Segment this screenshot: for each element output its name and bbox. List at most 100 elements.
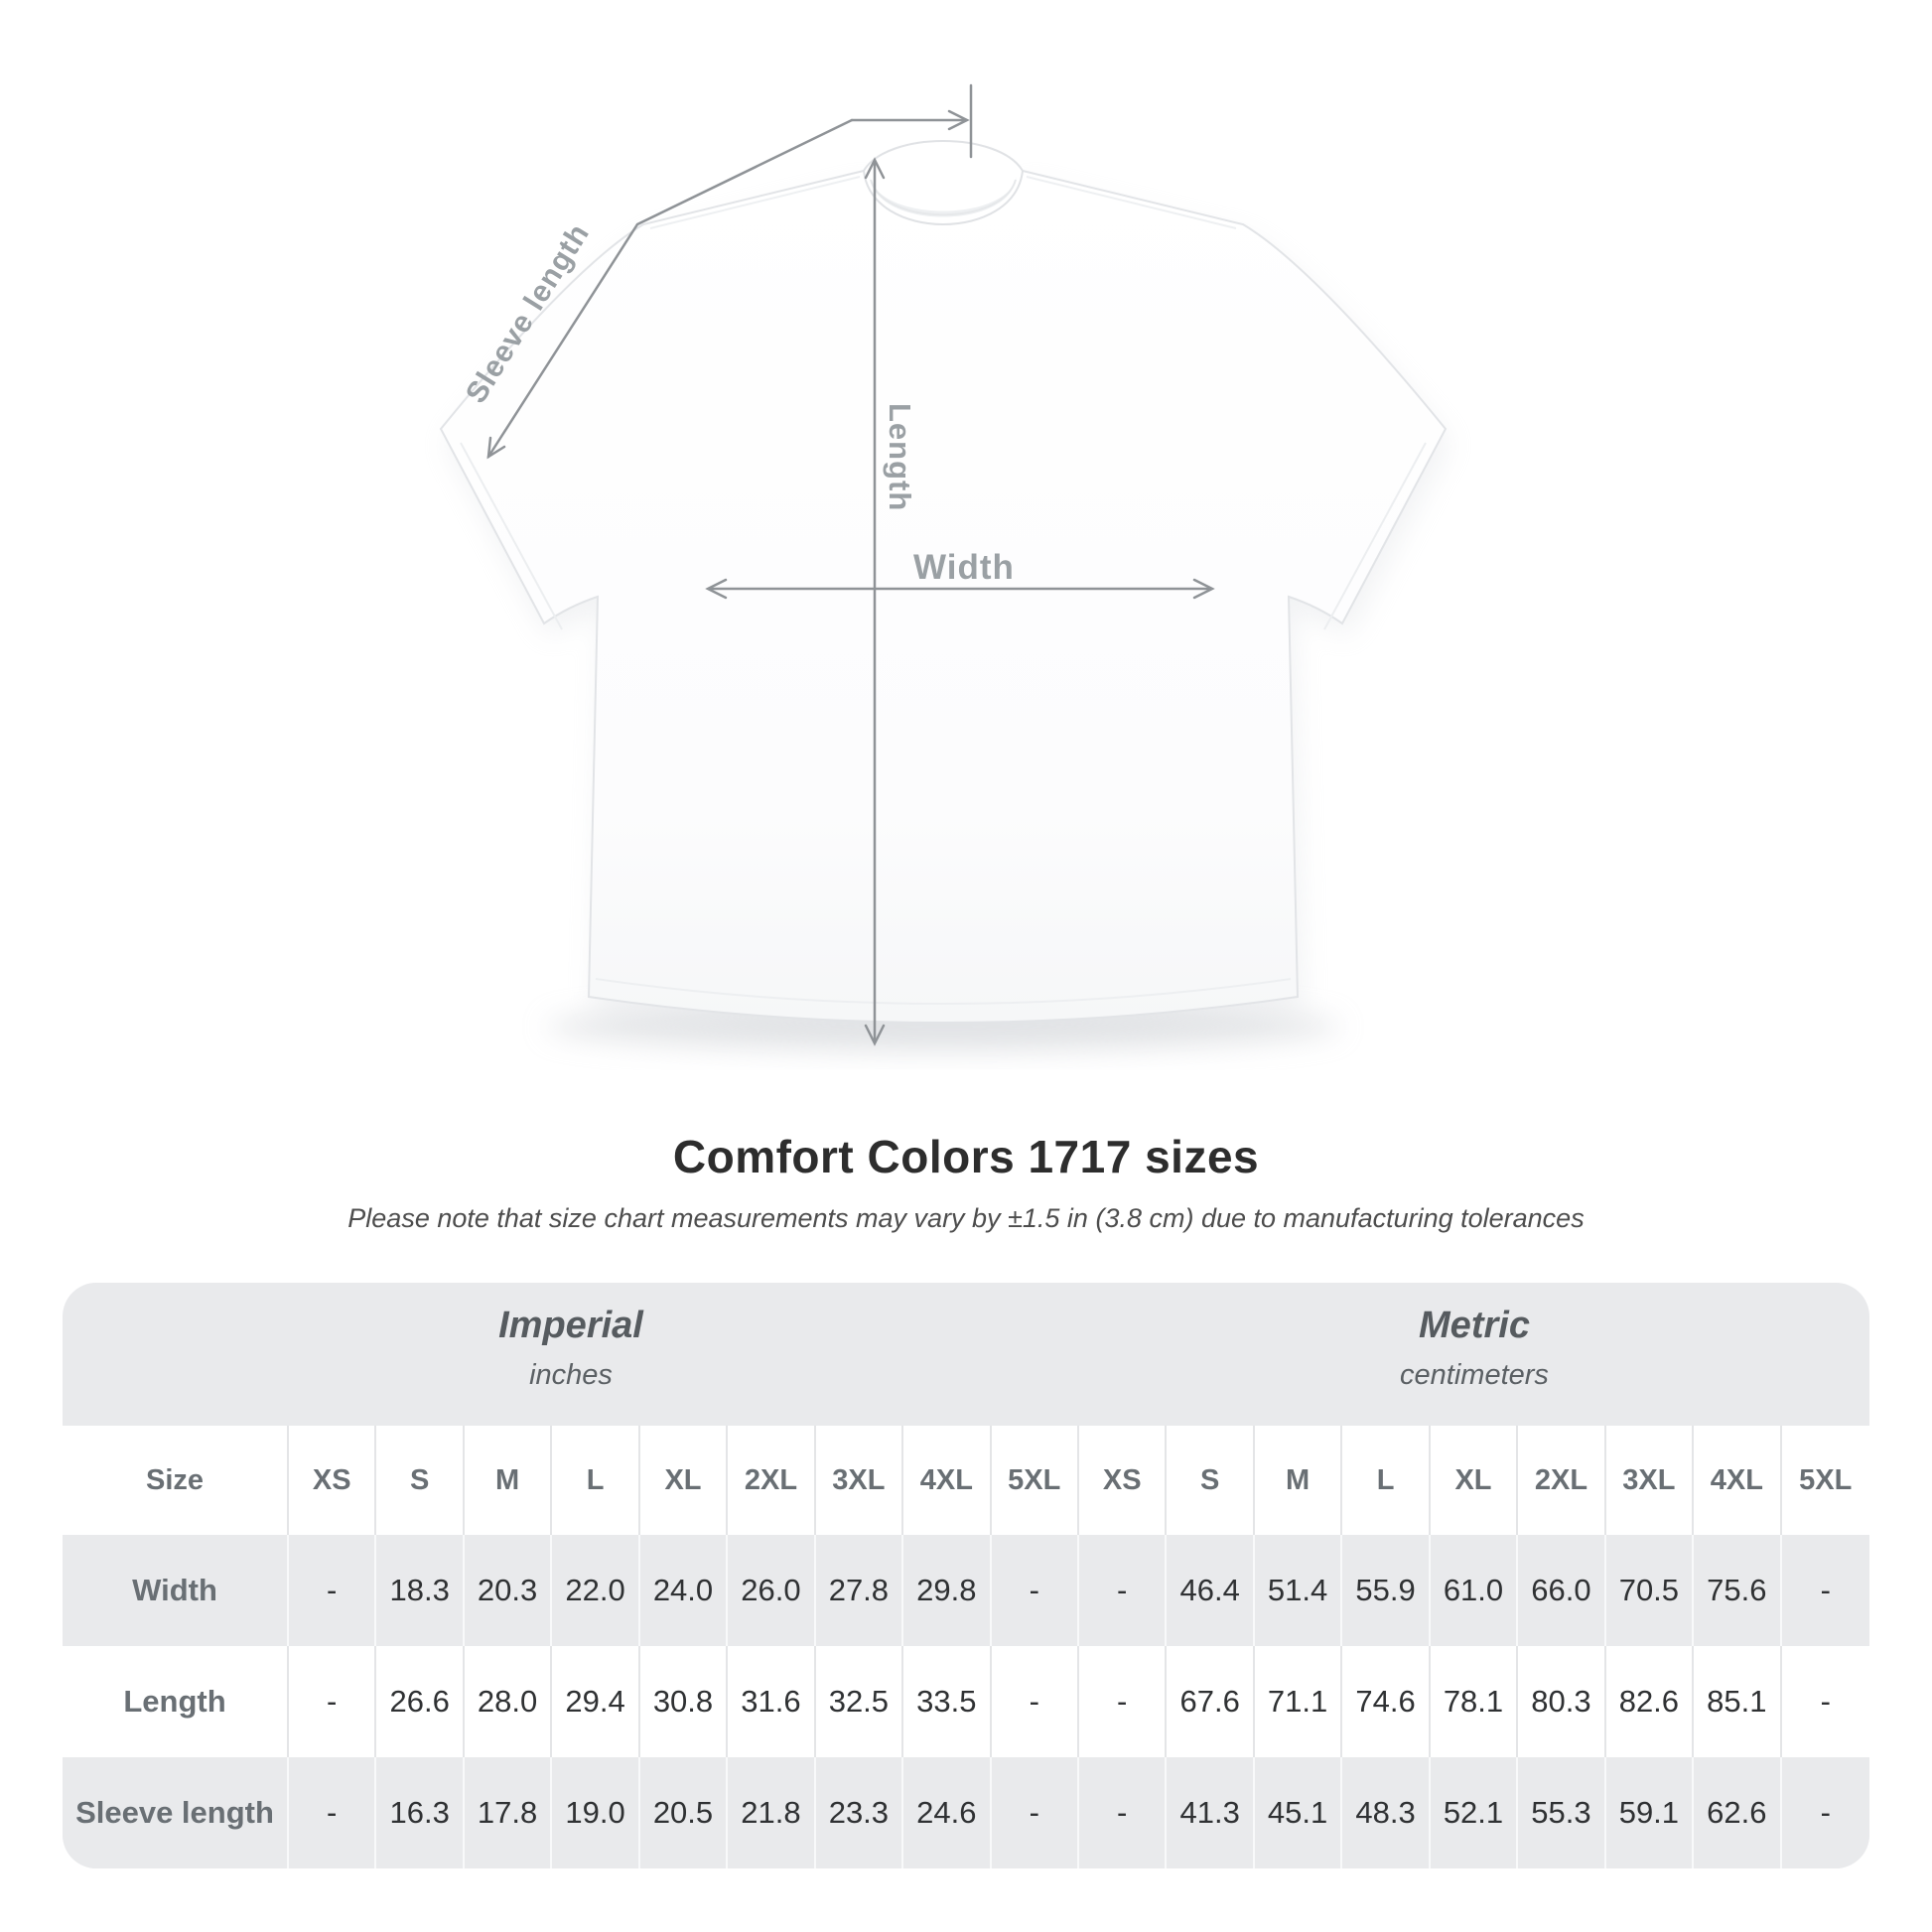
measurement-cell: 41.3 xyxy=(1167,1757,1255,1868)
measurement-cell: 19.0 xyxy=(552,1757,640,1868)
measurement-cell: 33.5 xyxy=(903,1646,992,1757)
measurement-cell: - xyxy=(289,1646,377,1757)
measurement-cell: 24.0 xyxy=(639,1535,729,1646)
tshirt-measurement-diagram: Sleeve length Length Width xyxy=(439,83,1450,1050)
measurement-cell: - xyxy=(1078,1757,1168,1868)
size-header-metric-4xl: 4XL xyxy=(1694,1426,1782,1535)
measurement-cell: - xyxy=(991,1646,1079,1757)
size-header-imperial-5xl: 5XL xyxy=(991,1426,1079,1535)
size-header-metric-5xl: 5XL xyxy=(1781,1426,1869,1535)
size-header-imperial-4xl: 4XL xyxy=(903,1426,992,1535)
size-header-metric-l: L xyxy=(1342,1426,1431,1535)
size-header-metric-s: S xyxy=(1167,1426,1255,1535)
sleeve-arrowhead-right xyxy=(947,109,970,131)
measurement-cell: 59.1 xyxy=(1605,1757,1695,1868)
measurement-cell: 29.8 xyxy=(903,1535,992,1646)
size-header-imperial-xl: XL xyxy=(639,1426,729,1535)
size-header-metric-2xl: 2XL xyxy=(1518,1426,1606,1535)
measurement-cell: 18.3 xyxy=(376,1535,465,1646)
unit-header-band: Imperial inches Metric centimeters xyxy=(63,1283,1869,1426)
shoulder-seam-left xyxy=(649,176,861,229)
measurement-cell: - xyxy=(289,1757,377,1868)
measurement-cell: 61.0 xyxy=(1430,1535,1519,1646)
measurement-cell: 52.1 xyxy=(1430,1757,1519,1868)
measurement-cell: 85.1 xyxy=(1694,1646,1782,1757)
measurement-cell: 75.6 xyxy=(1694,1535,1782,1646)
measurement-cell: - xyxy=(1781,1757,1869,1868)
width-arrowhead-left xyxy=(705,578,728,600)
measurement-cell: 31.6 xyxy=(728,1646,816,1757)
measurement-cell: 28.0 xyxy=(464,1646,553,1757)
measurement-cell: 66.0 xyxy=(1518,1535,1606,1646)
row-label-length: Length xyxy=(63,1646,289,1757)
measurement-cell: - xyxy=(991,1535,1079,1646)
tshirt-collar-inner-shade xyxy=(870,177,1017,217)
size-header-imperial-3xl: 3XL xyxy=(815,1426,904,1535)
size-header-imperial-l: L xyxy=(552,1426,640,1535)
measurement-cell: 55.3 xyxy=(1518,1757,1606,1868)
measurement-cell: - xyxy=(289,1535,377,1646)
measurement-cell: 51.4 xyxy=(1254,1535,1343,1646)
imperial-unit-label: inches xyxy=(529,1359,613,1391)
measurement-cell: 45.1 xyxy=(1254,1757,1343,1868)
measurement-cell: 17.8 xyxy=(464,1757,553,1868)
measurement-cell: 74.6 xyxy=(1342,1646,1431,1757)
cuff-stitch-left xyxy=(460,442,563,630)
measurement-cell: 67.6 xyxy=(1167,1646,1255,1757)
measurement-cell: 20.5 xyxy=(639,1757,729,1868)
size-header-metric-m: M xyxy=(1254,1426,1343,1535)
measurement-cell: 78.1 xyxy=(1430,1646,1519,1757)
sleeve-arrowhead-cuff xyxy=(486,436,506,460)
measurement-cell: - xyxy=(991,1757,1079,1868)
measurement-cell: 71.1 xyxy=(1254,1646,1343,1757)
tshirt-collar xyxy=(862,140,1025,225)
measurement-cell: 29.4 xyxy=(552,1646,640,1757)
sleeve-measure-diagonal xyxy=(486,118,854,459)
measurement-cell: 20.3 xyxy=(464,1535,553,1646)
length-label: Length xyxy=(883,403,917,512)
tshirt-collar-stitch xyxy=(870,179,1017,216)
size-header-imperial-2xl: 2XL xyxy=(728,1426,816,1535)
size-header-imperial-m: M xyxy=(464,1426,553,1535)
measurement-cell: 23.3 xyxy=(815,1757,904,1868)
length-arrowhead-bottom xyxy=(864,1024,886,1046)
hem-stitch xyxy=(595,978,1292,1005)
size-chart-grid: Size XS S M L XL 2XL 3XL 4XL 5XL XS S M L XL 2XL 3XL 4XL 5… xyxy=(63,1426,1869,1868)
page-title: Comfort Colors 1717 sizes xyxy=(672,1131,1260,1182)
measurement-cell: 48.3 xyxy=(1342,1757,1431,1868)
size-header-metric-xs: XS xyxy=(1078,1426,1168,1535)
measurement-cell: 22.0 xyxy=(552,1535,640,1646)
shoulder-seam-right xyxy=(1026,176,1237,229)
measurement-lines xyxy=(486,83,1215,1046)
size-header-metric-xl: XL xyxy=(1430,1426,1519,1535)
width-label: Width xyxy=(913,548,1015,587)
size-chart-card: Imperial inches Metric centimeters Size X… xyxy=(63,1283,1869,1868)
measurement-cell: 30.8 xyxy=(639,1646,729,1757)
measurement-cell: 82.6 xyxy=(1605,1646,1695,1757)
length-arrowhead-top xyxy=(864,157,886,180)
measurement-cell: 32.5 xyxy=(815,1646,904,1757)
size-header-metric-3xl: 3XL xyxy=(1605,1426,1695,1535)
measurement-cell: 55.9 xyxy=(1342,1535,1431,1646)
measurement-cell: 16.3 xyxy=(376,1757,465,1868)
measurement-cell: 62.6 xyxy=(1694,1757,1782,1868)
imperial-label: Imperial xyxy=(498,1305,643,1346)
size-column-header: Size xyxy=(63,1426,289,1535)
measurement-cell: 26.6 xyxy=(376,1646,465,1757)
measurement-cell: 21.8 xyxy=(728,1757,816,1868)
size-header-imperial-s: S xyxy=(376,1426,465,1535)
row-label-width: Width xyxy=(63,1535,289,1646)
metric-unit-label: centimeters xyxy=(1400,1359,1549,1391)
tshirt-body xyxy=(439,169,1448,1024)
heading-block: Comfort Colors 1717 sizes Please note th… xyxy=(0,1130,1932,1234)
measurement-cell: - xyxy=(1078,1646,1168,1757)
measurement-cell: - xyxy=(1781,1535,1869,1646)
measurement-cell: 46.4 xyxy=(1167,1535,1255,1646)
measurement-cell: - xyxy=(1781,1646,1869,1757)
measurement-cell: 26.0 xyxy=(728,1535,816,1646)
width-arrowhead-right xyxy=(1192,578,1215,600)
measurement-cell: - xyxy=(1078,1535,1168,1646)
unit-group-imperial: Imperial inches xyxy=(63,1283,1079,1426)
measurement-cell: 27.8 xyxy=(815,1535,904,1646)
